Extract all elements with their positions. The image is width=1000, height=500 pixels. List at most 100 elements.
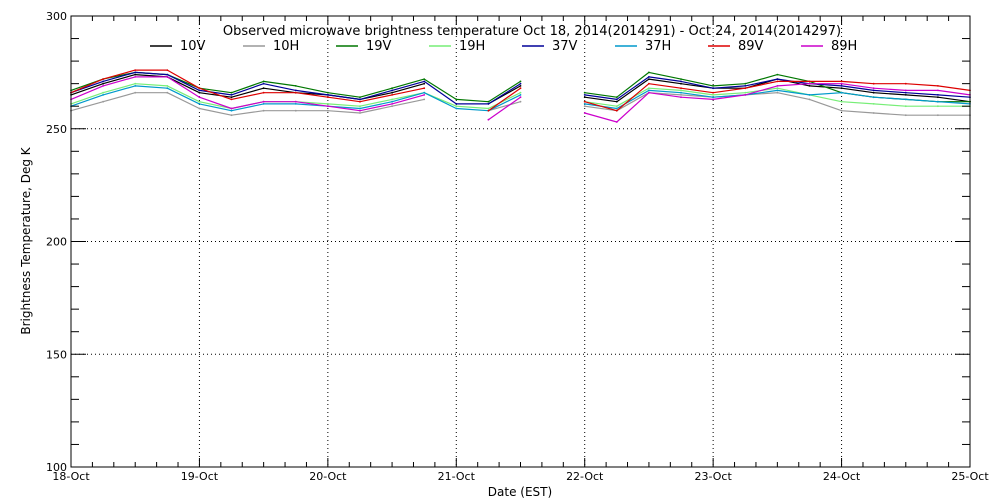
legend-entry-37v: 37V	[522, 39, 578, 54]
data-point-89h	[583, 112, 586, 114]
data-point-19v	[359, 96, 361, 99]
data-point-19v	[487, 100, 490, 103]
data-point-89v	[102, 78, 104, 80]
data-point-37h	[776, 89, 779, 92]
legend-entry-10v: 10V	[150, 39, 206, 54]
data-point-10v	[872, 91, 875, 94]
data-point-19v	[615, 96, 618, 99]
data-point-37h	[134, 85, 137, 87]
data-point-37v	[391, 89, 393, 92]
data-point-89v	[808, 80, 811, 83]
data-point-19v	[391, 87, 393, 90]
data-point-19h	[615, 105, 618, 108]
y-tick-label: 150	[46, 348, 67, 361]
data-point-19h	[712, 94, 714, 96]
data-point-19h	[391, 98, 393, 101]
data-point-37h	[615, 107, 618, 110]
legend-label: 37V	[552, 39, 578, 54]
data-point-89v	[230, 98, 233, 101]
y-axis-label: Brightness Temperature, Deg K	[19, 146, 33, 334]
data-point-37v	[519, 82, 522, 85]
data-point-10v	[937, 96, 939, 99]
data-point-89h	[840, 82, 843, 85]
data-point-37h	[937, 100, 939, 103]
data-point-19h	[648, 87, 650, 90]
data-point-37v	[840, 85, 843, 87]
data-point-89h	[230, 107, 233, 110]
data-point-37h	[230, 109, 233, 112]
data-point-19v	[327, 91, 329, 94]
data-point-10v	[519, 85, 522, 87]
x-tick-label: 20-Oct	[309, 470, 347, 483]
data-point-89h	[262, 100, 265, 103]
legend-entry-37h: 37H	[615, 39, 671, 54]
data-point-10v	[391, 91, 393, 94]
data-point-10h	[680, 94, 682, 96]
data-point-19v	[583, 91, 586, 94]
legend-entry-89v: 89V	[708, 39, 764, 54]
data-point-37h	[519, 94, 522, 96]
data-point-37v	[615, 98, 618, 101]
data-point-89h	[744, 94, 747, 96]
data-point-37v	[455, 103, 458, 105]
data-point-19v	[519, 80, 522, 83]
data-point-37v	[134, 71, 137, 74]
data-point-89h	[327, 105, 329, 108]
chart-title: Observed microwave brightness temperatur…	[223, 24, 841, 39]
data-point-89h	[198, 96, 201, 99]
data-point-10h	[262, 109, 265, 112]
legend-entry-19v: 19V	[336, 39, 392, 54]
data-point-89h	[680, 96, 682, 99]
data-point-37v	[327, 94, 329, 96]
data-point-37h	[166, 87, 169, 90]
data-point-89v	[872, 82, 875, 85]
axis-ticks	[70, 15, 971, 468]
data-point-89v	[359, 100, 361, 103]
data-point-37v	[102, 80, 104, 83]
data-point-10h	[166, 91, 169, 94]
data-point-37h	[904, 98, 907, 101]
legend-entry-19h: 19H	[429, 39, 485, 54]
data-point-10v	[808, 85, 811, 87]
data-point-10h	[519, 100, 522, 103]
y-tick-label: 250	[46, 123, 67, 136]
x-axis-tick-labels: 18-Oct 19-Oct 20-Oct 21-Oct 22-Oct 23-Oct 24-O…	[52, 470, 989, 483]
data-point-19h	[840, 100, 843, 103]
data-point-10h	[872, 112, 875, 114]
data-point-89h	[937, 89, 939, 92]
data-point-19v	[455, 98, 458, 101]
data-point-19h	[134, 82, 137, 85]
data-point-89v	[712, 91, 714, 94]
data-point-10v	[904, 94, 907, 96]
data-point-89h	[134, 76, 137, 78]
data-point-37v	[744, 85, 747, 87]
data-point-19h	[904, 105, 907, 108]
data-point-10h	[904, 114, 907, 117]
data-point-89h	[391, 103, 393, 105]
x-tick-label: 21-Oct	[438, 470, 476, 483]
data-point-37h	[262, 103, 265, 105]
data-point-89v	[615, 109, 618, 112]
data-point-10v	[262, 87, 265, 90]
data-point-19v	[294, 85, 297, 87]
data-point-89v	[423, 87, 426, 90]
data-point-10h	[776, 91, 779, 94]
data-point-10v	[134, 73, 137, 76]
series-line-10h	[70, 92, 970, 116]
series-layer	[70, 69, 971, 123]
data-point-19h	[776, 87, 779, 90]
data-point-10v	[680, 82, 682, 85]
x-tick-label: 25-Oct	[951, 470, 989, 483]
data-point-89h	[648, 91, 650, 94]
data-point-37h	[423, 91, 426, 94]
data-point-89v	[648, 82, 650, 85]
data-point-89h	[904, 89, 907, 92]
data-point-89h	[872, 87, 875, 90]
data-point-19h	[327, 103, 329, 105]
data-point-10h	[359, 112, 361, 114]
legend-label: 89H	[831, 39, 857, 54]
data-point-19h	[680, 89, 682, 92]
data-point-37v	[648, 76, 650, 78]
data-point-37v	[359, 98, 361, 101]
data-point-89h	[359, 109, 361, 112]
